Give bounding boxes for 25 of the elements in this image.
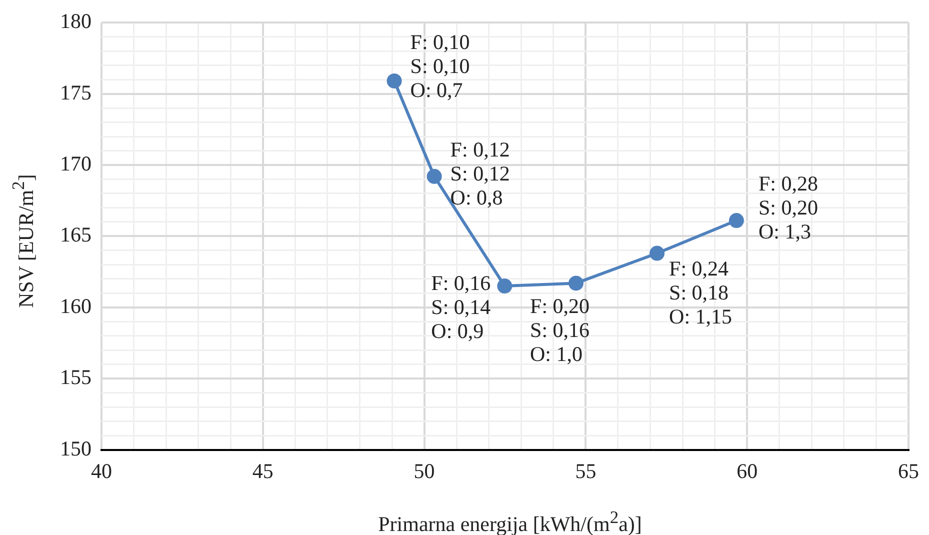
x-tick-label: 65 xyxy=(898,458,919,483)
y-tick-label: 175 xyxy=(60,80,92,104)
y-tick-label: 155 xyxy=(60,365,92,390)
y-tick-label: 160 xyxy=(60,294,92,318)
point xyxy=(728,213,744,228)
y-tick-label: 170 xyxy=(60,152,92,176)
point xyxy=(426,168,442,184)
x-tick-label: 55 xyxy=(575,458,596,483)
point xyxy=(497,278,512,294)
y-tick-label: 150 xyxy=(60,436,92,460)
point xyxy=(650,246,665,261)
y-tick-label: 165 xyxy=(60,222,92,247)
point xyxy=(568,276,584,291)
x-tick-label: 45 xyxy=(252,458,274,483)
x-tick-label: 60 xyxy=(736,458,758,483)
x-tick-label: 40 xyxy=(91,458,112,483)
x-tick-label: 50 xyxy=(414,458,435,483)
point xyxy=(386,73,402,88)
annotation: F: 0,12 S: 0,12 O: 0,8 xyxy=(450,137,510,210)
annotation: F: 0,24 S: 0,18 O: 1,15 xyxy=(669,256,732,328)
annotation: F: 0,10 S: 0,10 O: 0,7 xyxy=(410,30,470,102)
y-tick-label: 180 xyxy=(60,9,92,34)
annotation: F: 0,28 S: 0,20 O: 1,3 xyxy=(758,172,818,244)
annotation: F: 0,20 S: 0,16 O: 1,0 xyxy=(530,294,590,366)
annotation: F: 0,16 S: 0,14 O: 0,9 xyxy=(431,271,492,344)
